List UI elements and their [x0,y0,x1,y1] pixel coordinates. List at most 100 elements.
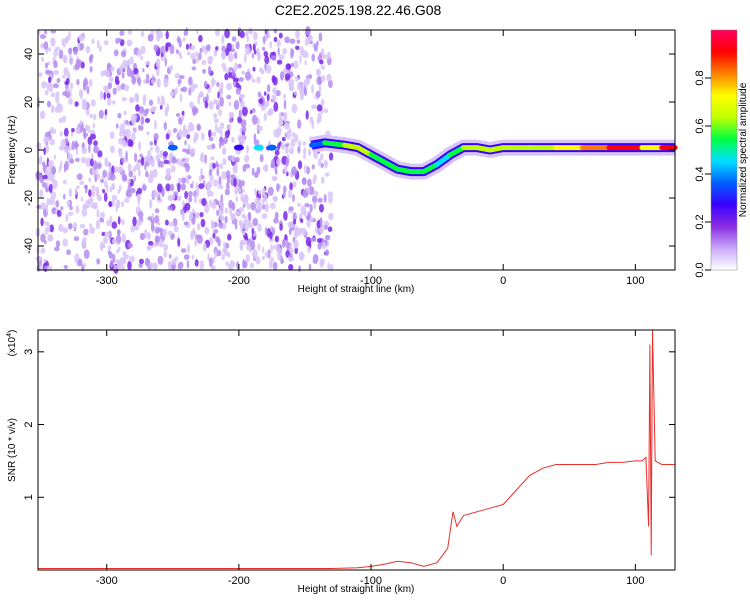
noise-dot [208,100,214,110]
noise-dot [68,97,73,105]
noise-dot [258,202,262,209]
noise-dot [45,144,49,154]
noise-dot [312,195,318,204]
noise-dot [69,158,75,164]
noise-dot [83,134,87,140]
noise-dot [144,118,151,123]
noise-dot [121,157,125,163]
noise-dot [127,183,132,194]
noise-dot [312,202,317,210]
noise-dot [223,136,228,144]
noise-dot [127,260,132,271]
noise-dot [264,100,270,108]
noise-dot [192,58,197,65]
noise-dot [294,76,299,82]
noise-dot [309,203,313,213]
ridge-segment [434,152,453,167]
noise-dot [264,226,268,236]
noise-dot [251,108,256,114]
noise-dot [292,212,297,222]
noise-dot [199,47,203,54]
noise-dot [147,149,152,159]
noise-dot [40,202,47,210]
noise-dot [229,206,233,216]
noise-dot [180,87,184,92]
noise-dot [302,141,306,147]
noise-dot [103,192,108,202]
noise-dot [288,81,294,90]
noise-dot [149,141,154,146]
noise-dot [140,156,145,166]
snr-panel: -300 -200 -100 0 100 1 2 3 Height of straight … [6,329,676,595]
noise-dot [129,255,135,263]
noise-dot [47,234,52,242]
noise-dot [196,29,199,35]
noise-dot [116,123,119,129]
noise-dot [221,34,225,45]
noise-dot [310,237,317,242]
noise-dot [271,94,277,102]
noise-dot [46,182,49,188]
noise-dot [190,230,194,241]
noise-dot [304,203,310,208]
noise-dot [180,183,186,191]
spectrogram-x-tick-label: 0 [500,275,506,287]
noise-dot [263,113,267,122]
noise-dot [222,65,227,72]
noise-dot [196,187,200,197]
noise-dot [103,236,109,244]
noise-dot [222,158,227,165]
noise-dot [225,261,230,267]
spectrogram-x-tick-label: -100 [360,275,382,287]
noise-dot [294,90,298,96]
noise-dot [63,264,68,270]
noise-dot [163,77,169,88]
noise-dot [284,36,290,44]
noise-dot [248,212,252,222]
noise-dot [271,55,277,61]
noise-dot [118,148,123,158]
noise-dot [65,214,69,222]
noise-dot [75,205,80,214]
noise-dot [177,261,184,270]
noise-dot [137,76,142,86]
snr-y-label: SNR (10 * v/v) [7,418,18,482]
noise-dot [177,78,182,85]
noise-dot [187,191,193,198]
noise-dot [157,227,163,233]
noise-dot [138,210,144,219]
noise-dot [138,125,144,131]
noise-dot [226,181,230,190]
noise-dot [218,137,224,144]
snr-y-tick-label: 3 [23,349,35,355]
noise-dot [106,98,112,106]
noise-dot [161,187,165,198]
noise-dot [255,256,261,265]
noise-dot [316,220,321,229]
noise-dot [121,219,125,226]
snr-y-tick-label: 2 [23,421,35,427]
noise-dot [197,124,202,131]
noise-dot [216,81,220,88]
noise-dot [318,85,322,92]
noise-dot [276,59,283,65]
noise-dot [55,94,60,104]
noise-dot [236,261,240,270]
noise-dot [292,194,295,202]
noise-dot [199,260,205,270]
noise-dot [53,60,58,69]
noise-dot [112,253,116,264]
noise-dot [68,47,73,55]
noise-dot [165,183,171,192]
noise-dot [211,221,215,230]
noise-dot [38,72,43,77]
noise-dot [58,49,64,60]
noise-dot [246,35,250,43]
noise-dot [62,91,68,97]
noise-dot [154,208,160,214]
noise-dot [125,128,132,139]
noise-dot [43,258,47,263]
spectrogram-y-tick-label: -20 [23,190,35,206]
noise-dot [279,71,285,81]
noise-dot [274,149,280,156]
